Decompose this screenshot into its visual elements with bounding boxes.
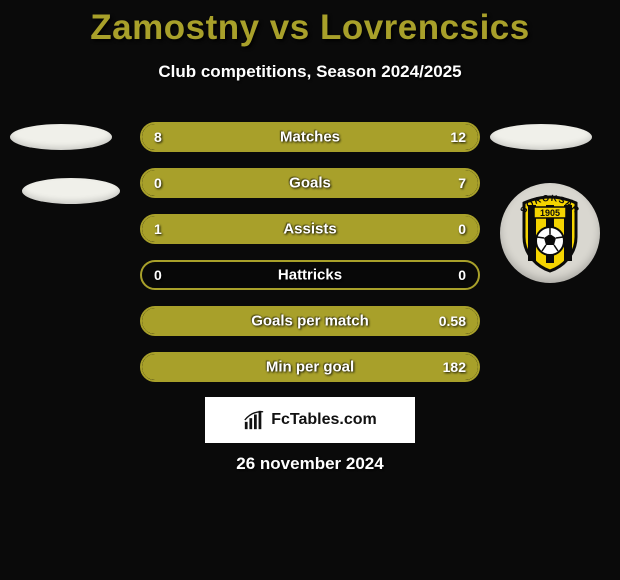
stat-value-right: 0 [458,267,466,283]
badge-year: 1905 [540,208,560,218]
stat-label: Min per goal [142,359,478,376]
stat-row: Hattricks0 0 [140,260,480,290]
footer-date: 26 november 2024 [0,454,620,474]
chart-bars-icon [243,409,265,431]
comparison-chart: Matches812Goals07Assists10Hattricks00Goa… [140,122,480,398]
stat-label: Matches [142,129,478,146]
page-title: Zamostny vs Lovrencsics [0,0,620,48]
footer-brand-box: FcTables.com [205,397,415,443]
player-right-photo [490,124,592,150]
stat-label: Goals per match [142,313,478,330]
stat-row: Matches8 12 [140,122,480,152]
stat-value-left: 1 [154,221,162,237]
stat-row: Goals per match0.58 [140,306,480,336]
stat-value-right: 7 [458,175,466,191]
stat-row: Min per goal182 [140,352,480,382]
stat-value-left: 0 [154,267,162,283]
stat-value-right: 182 [443,359,466,375]
stat-row: Assists1 0 [140,214,480,244]
stat-value-right: 12 [450,129,466,145]
stat-label: Hattricks [142,267,478,284]
stat-value-left: 0 [154,175,162,191]
stat-value-right: 0 [458,221,466,237]
stat-label: Goals [142,175,478,192]
page-subtitle: Club competitions, Season 2024/2025 [0,62,620,82]
club-badge-right: 1905 SOROKSÁR [500,183,600,283]
player-left-photo-1 [10,124,112,150]
footer-brand-text: FcTables.com [271,411,377,429]
stat-value-left: 8 [154,129,162,145]
stat-row: Goals0 7 [140,168,480,198]
stat-value-right: 0.58 [439,313,466,329]
player-left-photo-2 [22,178,120,204]
stat-label: Assists [142,221,478,238]
club-crest-icon: 1905 SOROKSÁR [506,189,594,277]
